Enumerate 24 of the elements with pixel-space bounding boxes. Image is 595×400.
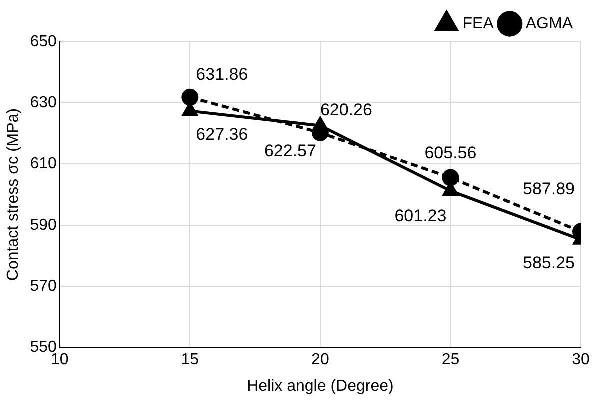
data-label: 587.89 bbox=[523, 179, 575, 198]
data-label: 601.23 bbox=[394, 206, 447, 226]
y-axis-title: Contact stress σc (MPa) bbox=[5, 108, 22, 282]
data-label: 585.25 bbox=[523, 254, 575, 273]
legend-label: AGMA bbox=[526, 15, 574, 32]
y-tick-label: 630 bbox=[30, 94, 57, 112]
y-tick-label: 590 bbox=[30, 216, 57, 234]
point bbox=[182, 88, 199, 106]
data-label: 620.26 bbox=[320, 100, 372, 120]
y-tick-label: 570 bbox=[30, 278, 57, 295]
x-tick-label: 25 bbox=[442, 352, 460, 369]
x-tick-label: 20 bbox=[312, 352, 330, 369]
data-label: 631.86 bbox=[196, 65, 248, 84]
data-label: 627.36 bbox=[196, 124, 248, 144]
x-tick-label: 10 bbox=[50, 352, 69, 369]
x-axis-title: Helix angle (Degree) bbox=[247, 378, 394, 395]
data-label: 605.56 bbox=[424, 143, 477, 162]
x-tick-label: 15 bbox=[181, 352, 200, 369]
x-tick-label: 30 bbox=[572, 352, 590, 369]
data-label: 622.57 bbox=[264, 142, 316, 161]
y-tick-label: 650 bbox=[30, 33, 57, 50]
y-tick-label: 610 bbox=[30, 156, 57, 173]
legend-label: FEA bbox=[462, 15, 494, 32]
point bbox=[312, 117, 328, 131]
